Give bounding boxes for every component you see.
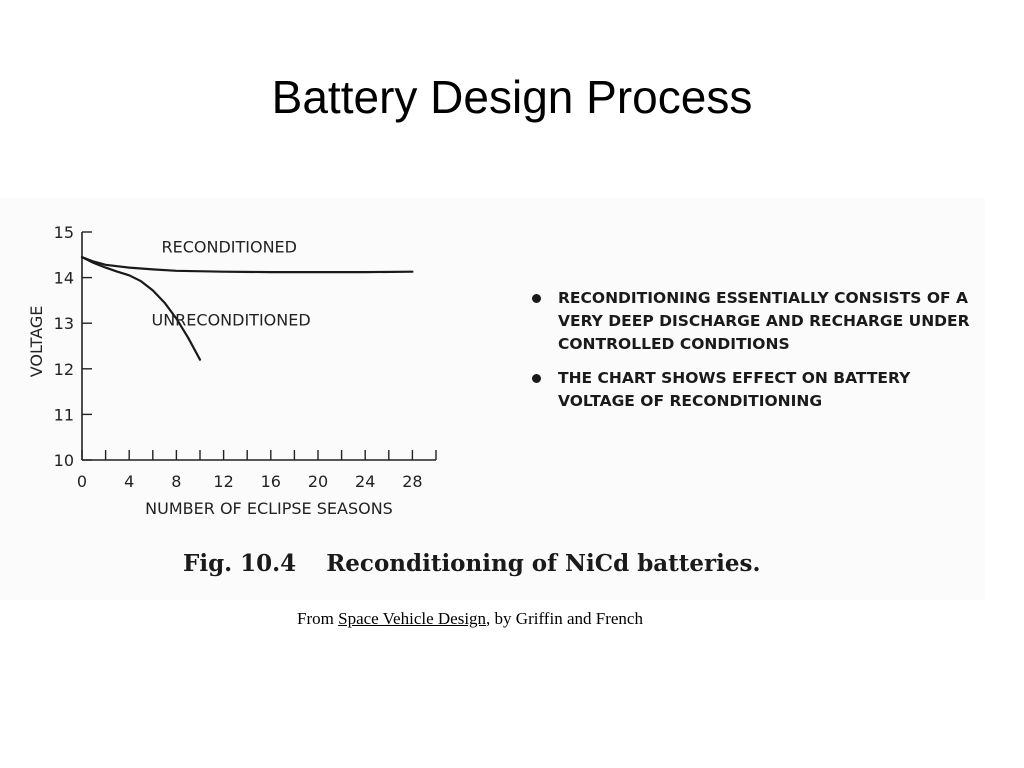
- note-text: RECONDITIONING ESSENTIALLY CONSISTS OF A…: [558, 289, 970, 353]
- y-tick-label: 15: [54, 223, 74, 242]
- chart-series: [80, 255, 414, 361]
- note-item: THE CHART SHOWS EFFECT ON BATTERY VOLTAG…: [532, 367, 972, 413]
- voltage-chart: 10 11 12 13 14 15 0 4 8 12 16 20 24 28 NUMBER OF ECLIP…: [27, 223, 437, 518]
- x-tick-label: 12: [213, 472, 233, 491]
- credit-suffix: , by Griffin and French: [486, 609, 643, 628]
- y-tick-label: 11: [54, 405, 74, 424]
- caption-text: Reconditioning of NiCd batteries.: [326, 550, 761, 577]
- chart-labels: 10 11 12 13 14 15 0 4 8 12 16 20 24 28 NUMBER OF ECLIP…: [27, 223, 423, 518]
- series-label-unreconditioned: UNRECONDITIONED: [152, 310, 311, 329]
- bullet-icon: [532, 374, 541, 383]
- notes-list: RECONDITIONING ESSENTIALLY CONSISTS OF A…: [532, 287, 972, 424]
- x-tick-label: 0: [77, 472, 87, 491]
- y-tick-label: 10: [54, 451, 74, 470]
- note-text: THE CHART SHOWS EFFECT ON BATTERY VOLTAG…: [558, 369, 911, 410]
- credit-prefix: From: [297, 609, 339, 628]
- book-title: Space Vehicle Design: [338, 609, 487, 628]
- x-tick-label: 24: [355, 472, 375, 491]
- bullet-icon: [532, 294, 541, 303]
- x-tick-label: 28: [402, 472, 422, 491]
- y-tick-label: 14: [54, 269, 74, 288]
- figure-panel: 10 11 12 13 14 15 0 4 8 12 16 20 24 28 NUMBER OF ECLIP…: [0, 198, 985, 600]
- note-item: RECONDITIONING ESSENTIALLY CONSISTS OF A…: [532, 287, 972, 356]
- series-line-reconditioned: [80, 255, 414, 274]
- y-tick-label: 12: [54, 360, 74, 379]
- figure-caption: Fig. 10.4 Reconditioning of NiCd batterie…: [183, 550, 761, 577]
- series-line-unreconditioned: [80, 255, 202, 361]
- x-tick-label: 4: [124, 472, 134, 491]
- x-tick-label: 8: [171, 472, 181, 491]
- series-label-reconditioned: RECONDITIONED: [162, 238, 297, 257]
- y-axis-title: VOLTAGE: [27, 306, 46, 378]
- slide-title: Battery Design Process: [271, 71, 753, 123]
- y-tick-label: 13: [54, 314, 74, 333]
- x-tick-label: 20: [308, 472, 328, 491]
- source-credit: From Space Vehicle Design, by Griffin an…: [0, 609, 940, 629]
- x-axis-title: NUMBER OF ECLIPSE SEASONS: [145, 499, 393, 518]
- x-tick-label: 16: [261, 472, 281, 491]
- figure-number: Fig. 10.4: [183, 550, 297, 577]
- chart-ticks: [81, 231, 437, 461]
- chart-axes: [81, 232, 436, 461]
